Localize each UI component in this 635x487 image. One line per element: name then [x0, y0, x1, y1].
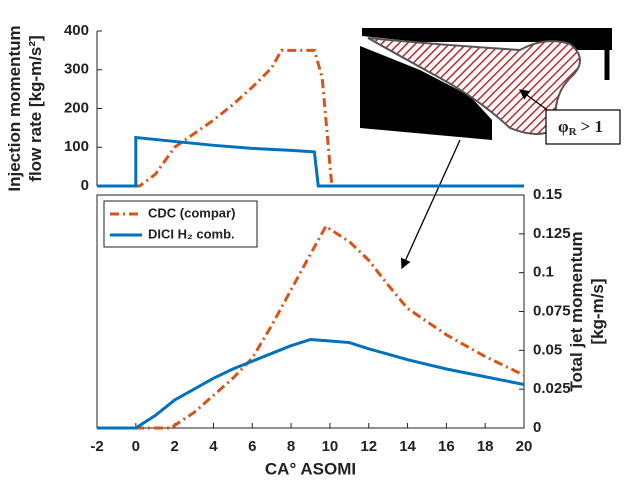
- y-axis-label: [kg-m/s]: [588, 278, 607, 344]
- y-tick-label: 0.125: [533, 225, 571, 242]
- y-tick-label: 300: [64, 61, 89, 78]
- y-tick-label: 0.1: [533, 264, 554, 281]
- y-tick-label: 100: [64, 138, 89, 155]
- y-tick-label: 0: [533, 419, 541, 436]
- series-line: [97, 337, 525, 430]
- y-axis-label: Total jet momentum: [567, 231, 586, 391]
- x-tick-label: 20: [516, 438, 533, 455]
- legend-label: CDC (compar): [148, 205, 235, 220]
- annotation-symbol: φ: [558, 117, 569, 136]
- x-axis-label: CA° ASOMI: [265, 459, 356, 478]
- injector-inset: [360, 28, 621, 270]
- y-tick-label: 0.025: [533, 380, 571, 397]
- y-tick-label: 400: [64, 22, 89, 39]
- x-tick-label: 12: [360, 438, 377, 455]
- x-tick-label: 2: [170, 438, 178, 455]
- y-tick-label: 0.05: [533, 341, 562, 358]
- y-axis-label: Injection momentum: [5, 25, 24, 191]
- y-tick-label: 0: [81, 177, 89, 194]
- annotation-subscript: R: [569, 126, 578, 138]
- x-tick-label: 14: [399, 438, 416, 455]
- x-tick-label: 16: [438, 438, 455, 455]
- legend-box: [103, 200, 258, 248]
- x-tick-label: 4: [209, 438, 218, 455]
- annotation-text: > 1: [581, 117, 603, 136]
- y-tick-label: 200: [64, 99, 89, 116]
- x-tick-label: 6: [248, 438, 256, 455]
- legend-label: DICI H₂ comb.: [148, 226, 235, 241]
- x-tick-label: 0: [132, 438, 140, 455]
- series-line: [97, 135, 524, 188]
- y-tick-label: 0.075: [533, 302, 571, 319]
- x-tick-label: 10: [322, 438, 339, 455]
- y-axis-label: flow rate [kg-m/s²]: [26, 35, 45, 181]
- y-tick-label: 0.15: [533, 186, 562, 203]
- series-line: [97, 223, 525, 430]
- x-tick-label: -2: [90, 438, 103, 455]
- x-tick-label: 18: [477, 438, 494, 455]
- x-tick-label: 8: [287, 438, 295, 455]
- annotation: φR > 1: [558, 117, 603, 138]
